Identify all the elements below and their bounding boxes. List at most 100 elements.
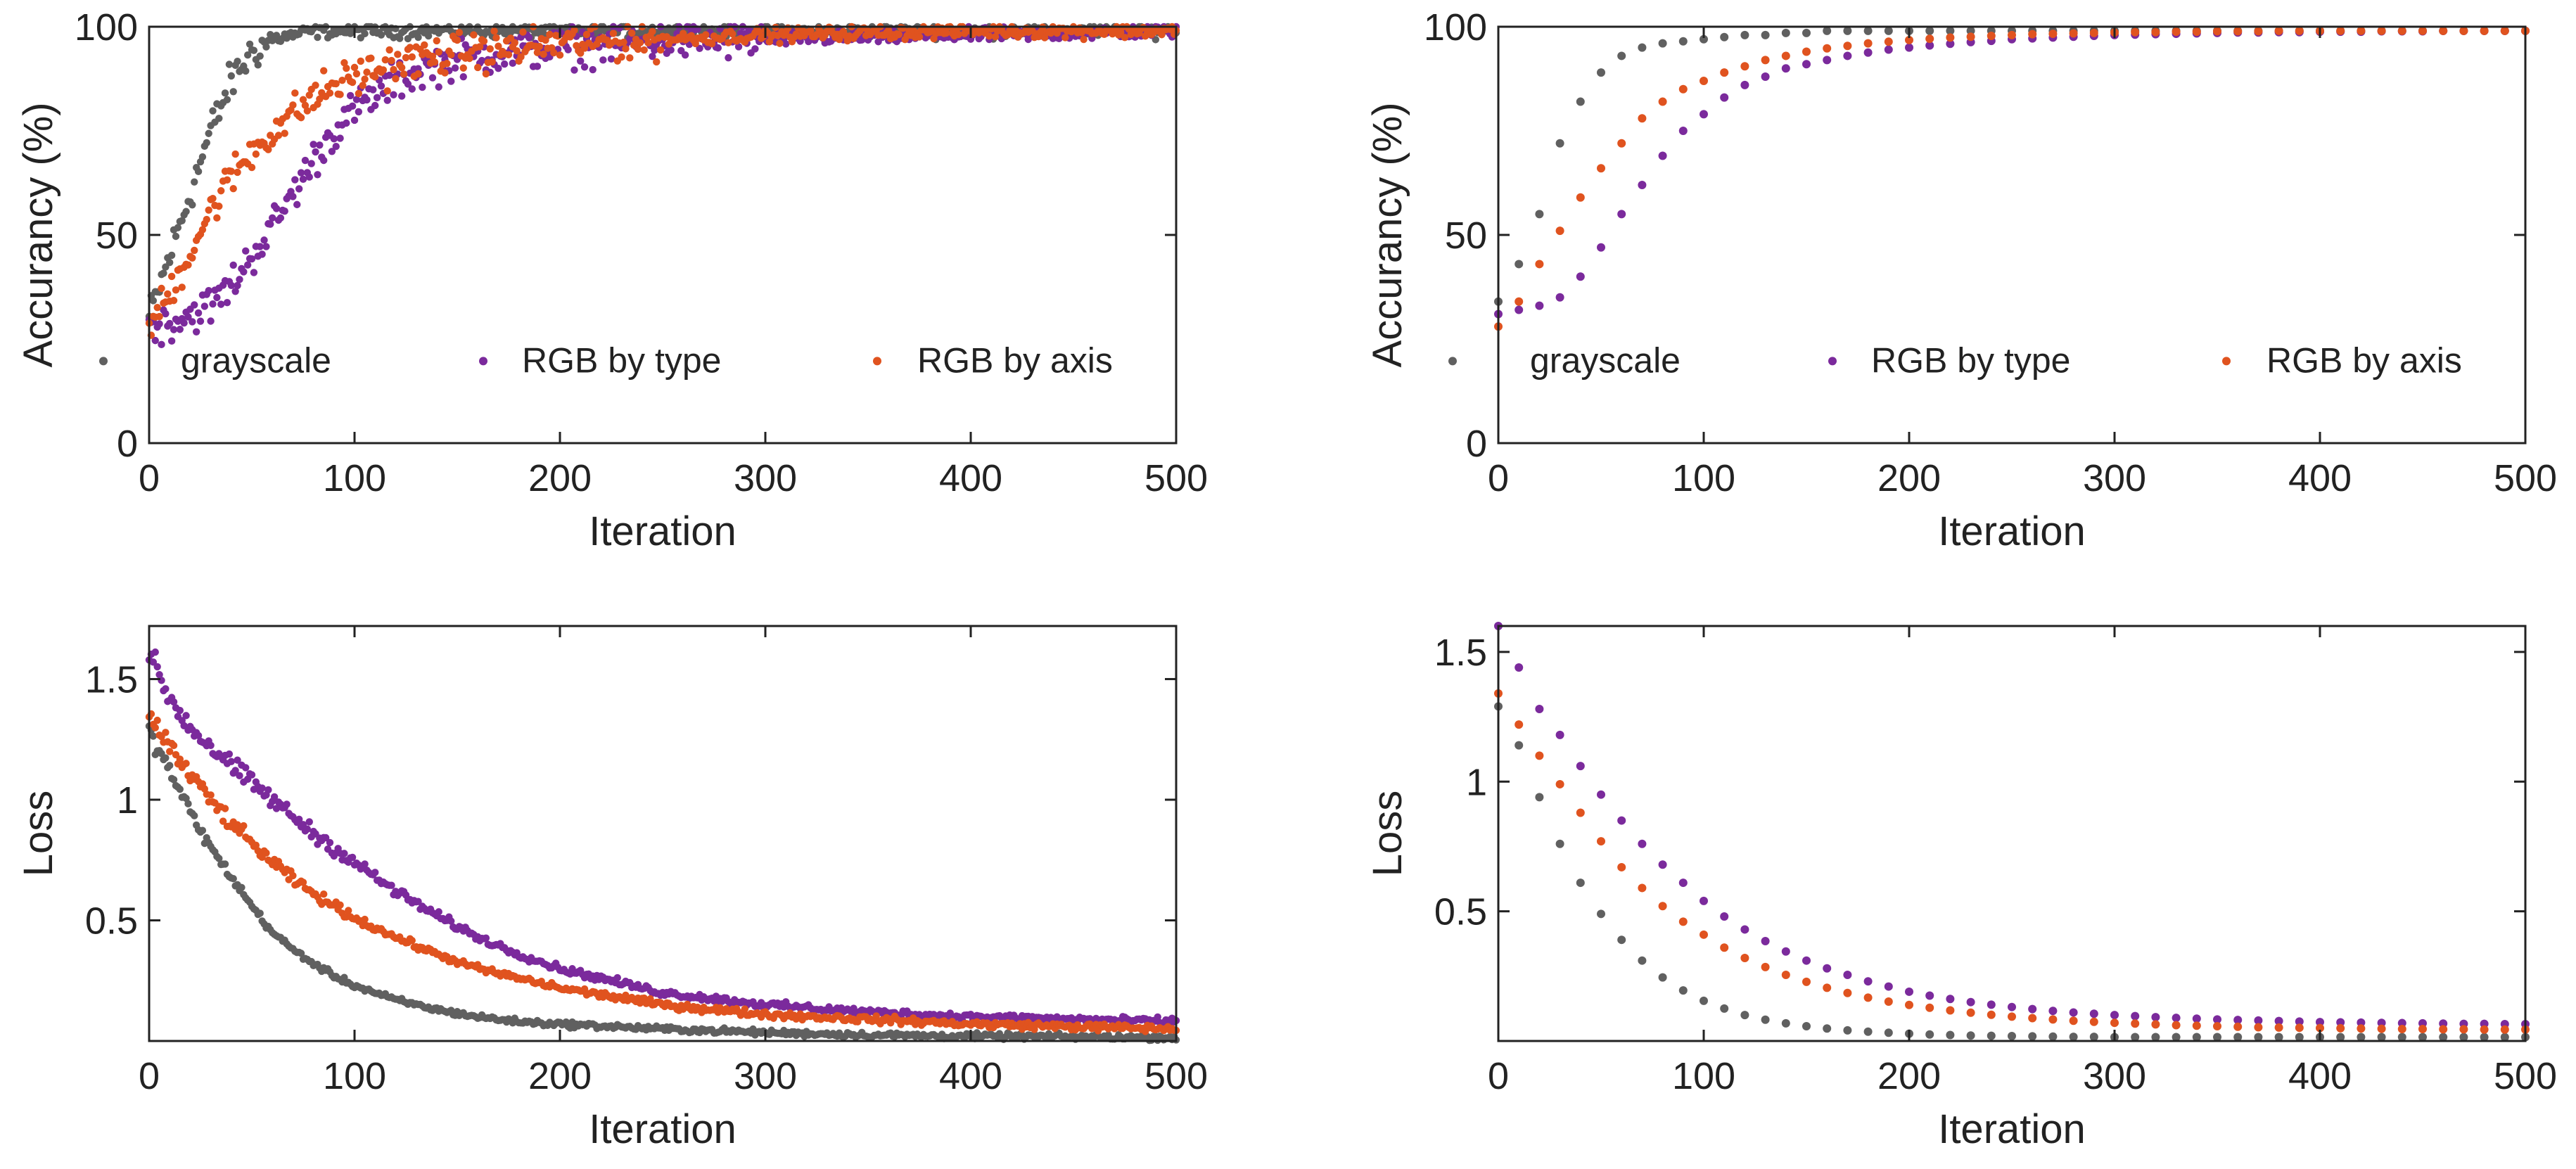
data-point: [151, 336, 159, 345]
data-point: [390, 91, 397, 98]
data-point: [373, 94, 381, 102]
data-point: [628, 29, 636, 37]
data-point: [1761, 30, 1770, 39]
data-point: [242, 67, 250, 75]
data-point: [419, 83, 426, 91]
data-point: [158, 677, 165, 684]
data-point: [2008, 1031, 2016, 1040]
data-point: [915, 33, 924, 41]
data-point: [495, 42, 502, 50]
data-point: [1700, 930, 1708, 939]
data-point: [2336, 1023, 2345, 1033]
data-point: [170, 326, 178, 333]
plot-frame: [1497, 25, 2527, 445]
data-point: [570, 26, 578, 34]
data-point: [264, 146, 272, 153]
data-point: [176, 785, 184, 793]
data-point: [2274, 1016, 2283, 1026]
data-point: [1720, 912, 1729, 921]
data-point: [622, 45, 630, 53]
data-point: [1802, 1021, 1811, 1030]
series-rgb_by_type: [1494, 26, 2530, 319]
data-point: [1946, 33, 1955, 42]
data-point: [194, 309, 203, 317]
data-point: [160, 269, 167, 277]
legend-marker: [99, 357, 108, 366]
y-axis-label: Accurancy (%): [1365, 102, 1410, 367]
data-point: [1823, 983, 1832, 992]
data-point: [1925, 34, 1934, 44]
data-point: [1863, 39, 1873, 48]
data-point: [262, 849, 270, 857]
data-point: [406, 44, 414, 51]
y-tick-label: 50: [1445, 215, 1487, 257]
data-point: [229, 261, 237, 269]
data-point: [609, 30, 618, 37]
data-point: [196, 317, 205, 325]
data-point: [2418, 26, 2427, 35]
data-point: [1515, 720, 1524, 729]
x-axis-label: Iteration: [1938, 1106, 2086, 1152]
data-point: [162, 729, 170, 736]
data-point: [1576, 193, 1585, 202]
data-point: [209, 300, 217, 308]
data-point: [396, 34, 404, 42]
data-point: [490, 27, 498, 35]
data-point: [355, 108, 363, 116]
data-point: [1740, 30, 1749, 39]
data-point: [1638, 43, 1647, 52]
data-point: [363, 96, 371, 104]
plot-frame: [148, 625, 1178, 1042]
data-point: [213, 214, 221, 222]
data-point: [1761, 56, 1770, 65]
data-point: [1535, 751, 1544, 760]
data-point: [270, 793, 279, 801]
data-point: [191, 246, 198, 255]
data-point: [217, 187, 225, 195]
data-point: [1576, 762, 1585, 771]
data-point: [1905, 1000, 1913, 1009]
data-point: [303, 825, 312, 833]
data-point: [546, 30, 554, 39]
data-point: [2316, 1018, 2324, 1027]
data-point: [2439, 26, 2448, 35]
data-point: [2008, 1002, 2016, 1011]
data-point: [1946, 1006, 1955, 1015]
data-point: [194, 167, 203, 176]
data-point: [1863, 993, 1873, 1002]
data-point: [1700, 76, 1708, 85]
data-point: [2048, 1015, 2058, 1024]
x-tick-label: 100: [323, 457, 386, 499]
data-point: [205, 287, 212, 295]
y-tick-label: 1.5: [1434, 632, 1487, 674]
data-point: [550, 49, 558, 57]
series-rgb_by_type: [145, 648, 1180, 1028]
data-point: [223, 299, 231, 307]
data-point: [254, 61, 262, 69]
data-point: [312, 148, 319, 156]
data-point: [166, 319, 174, 328]
data-point: [305, 91, 313, 99]
data-point: [332, 143, 340, 151]
data-point: [1597, 243, 1605, 252]
data-point: [198, 226, 207, 234]
data-point: [205, 129, 212, 137]
data-point: [1884, 997, 1893, 1006]
data-point: [1966, 1031, 1975, 1040]
data-point: [397, 92, 406, 100]
x-tick-label: 200: [1877, 1055, 1941, 1097]
data-point: [1843, 988, 1852, 997]
data-point: [556, 51, 564, 59]
data-point: [2069, 1033, 2078, 1042]
data-point: [242, 764, 250, 772]
data-point: [289, 871, 297, 880]
y-tick-label: 0.5: [1434, 891, 1487, 933]
data-point: [441, 69, 449, 77]
data-point: [1781, 970, 1790, 979]
x-tick-label: 300: [734, 1055, 797, 1097]
x-tick-label: 100: [1672, 1055, 1735, 1097]
data-point: [2151, 1013, 2160, 1022]
data-point: [580, 44, 589, 52]
data-point: [397, 63, 406, 72]
data-point: [243, 261, 252, 269]
